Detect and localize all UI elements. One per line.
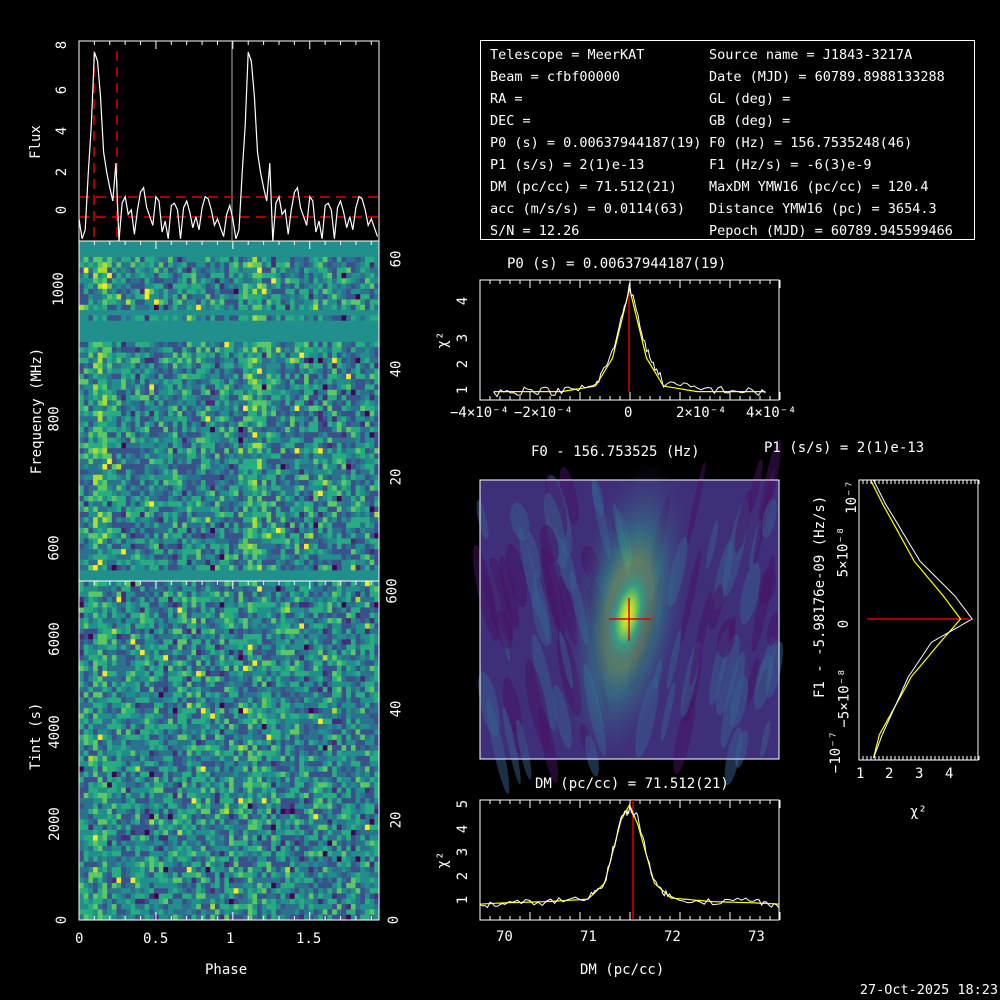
dm-x-tick: 73 xyxy=(748,929,765,945)
flux-tick: 2 xyxy=(54,167,71,177)
info-beam: Beam = cfbf00000 xyxy=(490,69,621,85)
subint-tick: 0 xyxy=(386,915,403,925)
dm-y-tick: 2 xyxy=(455,871,472,881)
subint-tick: 600 xyxy=(384,578,401,604)
frequency-phase-heatmap xyxy=(78,240,380,582)
p0-chi2-label: χ² xyxy=(435,331,451,349)
f1-y-tick: −10⁻⁷ xyxy=(828,730,845,774)
tint-tick: 0 xyxy=(54,915,71,925)
frequency-tick: 1000 xyxy=(50,272,67,306)
info-source-name: Source name = J1843-3217A xyxy=(709,47,913,63)
phase-tick: 0 xyxy=(75,931,84,947)
f1-y-tick: 10⁻⁷ xyxy=(843,480,860,514)
info-pepoch: Pepoch (MJD) = 60789.945599466 xyxy=(709,223,953,239)
p0-x-tick: −2×10⁻⁴ xyxy=(514,405,574,421)
dm-chi2-plot xyxy=(479,799,780,921)
tint-tick: 4000 xyxy=(46,715,63,749)
p0-x-tick: −4×10⁻⁴ xyxy=(450,405,510,421)
info-dm: DM (pc/cc) = 71.512(21) xyxy=(490,179,677,195)
f0-f1-heatmap xyxy=(472,439,784,794)
f1-y-tick: −5×10⁻⁸ xyxy=(836,668,853,728)
phase-tick: 1.5 xyxy=(296,931,322,947)
info-table: Telescope = MeerKAT Beam = cfbf00000 RA … xyxy=(480,40,975,240)
flux-profile-plot xyxy=(78,40,380,242)
f1-x-tick: 3 xyxy=(915,766,924,782)
flux-tick: 4 xyxy=(54,126,71,136)
p0-x-tick: 4×10⁻⁴ xyxy=(746,405,797,421)
p0-y-tick: 2 xyxy=(455,359,472,369)
f1-chi2-plot xyxy=(858,479,979,761)
info-maxdm: MaxDM YMW16 (pc/cc) = 120.4 xyxy=(709,179,929,195)
channel-tick: 20 xyxy=(388,468,405,486)
flux-tick: 8 xyxy=(54,40,71,50)
time-phase-heatmap xyxy=(78,580,380,921)
dm-y-tick: 4 xyxy=(455,824,472,834)
p0-plot-title: P0 (s) = 0.00637944187(19) xyxy=(507,256,727,272)
f1-y-tick: 0 xyxy=(836,619,853,629)
f1-x-tick: 2 xyxy=(885,766,894,782)
info-telescope: Telescope = MeerKAT xyxy=(490,47,645,63)
f1-x-tick: 1 xyxy=(856,766,865,782)
dm-y-tick: 3 xyxy=(455,847,472,857)
flux-tick: 6 xyxy=(54,85,71,95)
info-f1: F1 (Hz/s) = -6(3)e-9 xyxy=(709,157,872,173)
channel-tick: 40 xyxy=(388,360,405,378)
f1-axis-label: F1 - -5.98176e-09 (Hz/s) xyxy=(812,495,828,698)
info-dec: DEC = xyxy=(490,113,531,129)
phase-tick: 1 xyxy=(226,931,235,947)
dm-plot-title: DM (pc/cc) = 71.512(21) xyxy=(535,776,729,792)
tint-tick: 6000 xyxy=(46,622,63,656)
tint-tick: 2000 xyxy=(46,807,63,841)
info-sn: S/N = 12.26 xyxy=(490,223,580,239)
phase-tick: 0.5 xyxy=(143,931,169,947)
p0-chi2-plot xyxy=(479,279,780,401)
info-date: Date (MJD) = 60789.8988133288 xyxy=(709,69,945,85)
p1-plot-title: P1 (s/s) = 2(1)e-13 xyxy=(764,440,925,456)
f1-y-tick: 5×10⁻⁸ xyxy=(835,526,852,578)
info-p1: P1 (s/s) = 2(1)e-13 xyxy=(490,157,645,173)
p0-y-tick: 1 xyxy=(455,385,472,395)
dm-y-tick: 1 xyxy=(455,895,472,905)
p0-x-tick: 0 xyxy=(624,405,633,421)
f1-x-tick: 4 xyxy=(945,766,954,782)
frequency-axis-label: Frequency (MHz) xyxy=(29,347,45,475)
info-gl: GL (deg) = xyxy=(709,91,791,107)
info-f0: F0 (Hz) = 156.7535248(46) xyxy=(709,135,913,151)
dm-x-tick: 72 xyxy=(664,929,681,945)
info-acc: acc (m/s/s) = 0.0114(63) xyxy=(490,201,686,217)
p0-y-tick: 3 xyxy=(455,333,472,343)
p0-y-tick: 4 xyxy=(455,296,472,306)
timestamp: 27-Oct-2025 18:23 xyxy=(859,982,998,998)
info-ra: RA = xyxy=(490,91,523,107)
info-gb: GB (deg) = xyxy=(709,113,791,129)
f1-chi2-label: χ² xyxy=(910,804,927,820)
info-distance: Distance YMW16 (pc) = 3654.3 xyxy=(709,201,937,217)
flux-axis-label: Flux xyxy=(28,125,44,159)
dm-chi2-label: χ² xyxy=(435,851,451,869)
subint-tick: 40 xyxy=(388,700,405,718)
subint-tick: 20 xyxy=(388,811,405,829)
dm-y-tick: 5 xyxy=(455,799,472,809)
dm-x-tick: 71 xyxy=(580,929,597,945)
dm-x-tick: 70 xyxy=(496,929,513,945)
tint-axis-label: Tint (s) xyxy=(28,702,44,770)
channel-tick: 60 xyxy=(388,250,405,268)
f0-axis-label: F0 - 156.753525 (Hz) xyxy=(531,444,700,460)
dm-axis-label: DM (pc/cc) xyxy=(580,962,665,978)
phase-axis-label: Phase xyxy=(205,962,248,978)
frequency-tick: 600 xyxy=(46,535,63,561)
info-p0: P0 (s) = 0.00637944187(19) xyxy=(490,135,702,151)
flux-tick: 0 xyxy=(54,205,71,215)
frequency-tick: 800 xyxy=(46,406,63,432)
p0-x-tick: 2×10⁻⁴ xyxy=(676,405,727,421)
